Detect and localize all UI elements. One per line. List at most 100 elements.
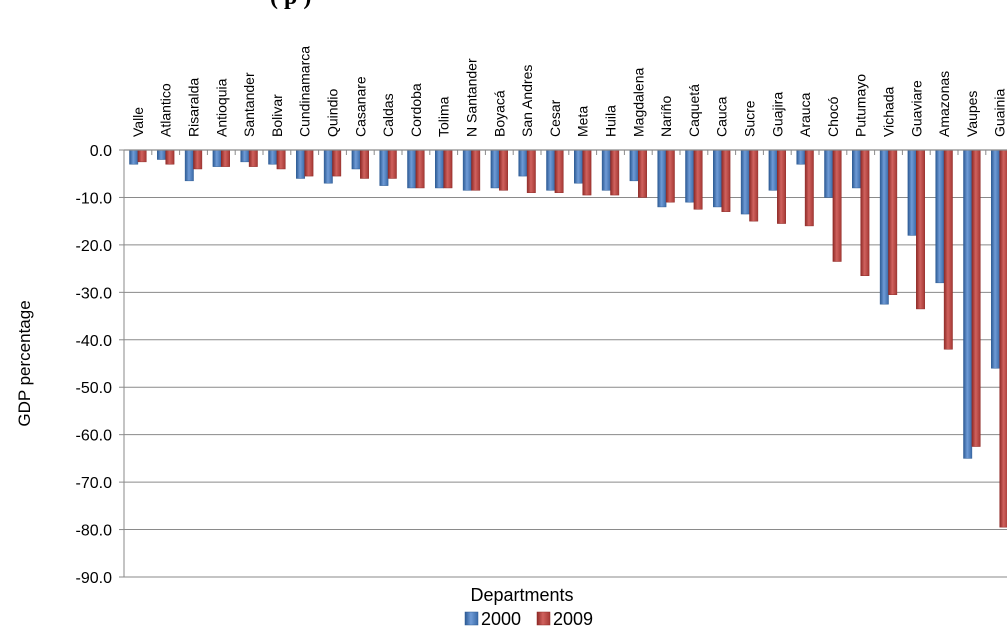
y-tick-label: 0.0 bbox=[90, 143, 112, 160]
bar-2000 bbox=[796, 149, 806, 165]
bar-2009 bbox=[721, 149, 731, 212]
category-label: Risaralda bbox=[186, 78, 202, 137]
bar-2000 bbox=[268, 149, 278, 165]
bar-2009 bbox=[193, 149, 203, 170]
bar-2000 bbox=[435, 149, 444, 189]
bar-2000 bbox=[129, 149, 139, 165]
bar-2009 bbox=[332, 149, 342, 177]
category-label: Guajira bbox=[769, 92, 785, 137]
bar-2009 bbox=[248, 149, 258, 167]
bar-2000 bbox=[157, 149, 166, 160]
category-label: San Andres bbox=[519, 65, 535, 137]
bar-2009 bbox=[804, 149, 814, 227]
bar-2009 bbox=[888, 149, 898, 295]
category-label: Vichada bbox=[881, 86, 897, 137]
category-label: Putumayo bbox=[853, 74, 869, 137]
bar-2000 bbox=[490, 149, 500, 189]
category-label: Boyacá bbox=[491, 90, 507, 137]
category-label: Guainia bbox=[992, 89, 1007, 137]
category-label: Antioquia bbox=[213, 78, 229, 137]
bar-2000 bbox=[907, 149, 917, 236]
bar-2000 bbox=[963, 149, 973, 459]
bar-2009 bbox=[582, 149, 592, 196]
category-label: Huila bbox=[603, 105, 619, 137]
category-label: Tolima bbox=[436, 96, 452, 137]
y-tick-label: -50.0 bbox=[76, 380, 113, 397]
category-label: Magdalena bbox=[630, 68, 646, 137]
y-tick-label: -20.0 bbox=[76, 238, 113, 255]
bar-2000 bbox=[629, 149, 639, 182]
bar-2000 bbox=[991, 149, 1000, 369]
bar-2000 bbox=[657, 149, 667, 208]
y-tick-label: -60.0 bbox=[76, 428, 113, 445]
bar-2009 bbox=[665, 149, 675, 203]
bar-2009 bbox=[137, 149, 147, 163]
category-label: Nariño bbox=[658, 96, 674, 137]
category-label: Casanare bbox=[352, 76, 368, 137]
bar-2000 bbox=[323, 149, 333, 184]
bar-2009 bbox=[971, 149, 981, 447]
category-label: Arauca bbox=[797, 92, 813, 137]
category-label: Caldas bbox=[380, 93, 396, 137]
bar-2009 bbox=[221, 149, 230, 167]
bar-2000 bbox=[407, 149, 417, 189]
category-label: Bolivar bbox=[269, 94, 285, 137]
bar-2009 bbox=[304, 149, 314, 177]
chart-title-fragment: ( p ) bbox=[270, 0, 790, 16]
x-axis-title: Departments bbox=[470, 585, 573, 605]
bar-2000 bbox=[184, 149, 194, 182]
category-label: Vaupes bbox=[964, 91, 980, 137]
category-label: Quindio bbox=[325, 89, 341, 137]
category-label: Valle bbox=[130, 107, 146, 137]
bar-2009 bbox=[943, 149, 953, 350]
bar-2009 bbox=[777, 149, 786, 224]
category-label: Chocó bbox=[825, 96, 841, 137]
legend-swatch-2009 bbox=[536, 611, 551, 626]
bar-2009 bbox=[387, 149, 397, 179]
bar-2009 bbox=[693, 149, 703, 210]
category-label: Cordoba bbox=[408, 83, 424, 137]
bar-2000 bbox=[212, 149, 222, 167]
category-label: Santander bbox=[241, 72, 257, 137]
bar-2009 bbox=[360, 149, 369, 179]
bar-2000 bbox=[935, 149, 945, 284]
bar-2009 bbox=[749, 149, 759, 222]
bar-2000 bbox=[879, 149, 889, 305]
bar-2009 bbox=[499, 149, 508, 191]
bar-2000 bbox=[379, 149, 389, 186]
bar-2000 bbox=[574, 149, 583, 184]
category-label: N Santander bbox=[464, 58, 480, 137]
bar-2009 bbox=[999, 149, 1007, 528]
bar-2009 bbox=[471, 149, 481, 191]
bar-2009 bbox=[276, 149, 286, 170]
category-label: Meta bbox=[575, 106, 591, 137]
y-tick-label: -10.0 bbox=[76, 190, 113, 207]
y-tick-label: -80.0 bbox=[76, 523, 113, 540]
legend-swatch-2000 bbox=[464, 611, 479, 626]
legend-label: 2000 bbox=[481, 609, 521, 629]
legend-label: 2009 bbox=[553, 609, 593, 629]
bar-2000 bbox=[518, 149, 528, 177]
bar-2009 bbox=[638, 149, 647, 198]
category-label: Sucre bbox=[742, 100, 758, 137]
bar-2000 bbox=[351, 149, 361, 170]
bar-2009 bbox=[610, 149, 620, 196]
y-axis-title: GDP percentage bbox=[15, 300, 34, 426]
category-label: Guaviare bbox=[908, 80, 924, 137]
bar-2009 bbox=[443, 149, 453, 189]
category-label: Caquetá bbox=[686, 84, 702, 137]
bar-2000 bbox=[546, 149, 556, 191]
bar-2000 bbox=[685, 149, 695, 203]
bar-2000 bbox=[852, 149, 861, 189]
bar-2000 bbox=[240, 149, 250, 163]
bar-2009 bbox=[554, 149, 564, 193]
bar-2000 bbox=[601, 149, 611, 191]
bar-2000 bbox=[462, 149, 472, 191]
bar-2009 bbox=[860, 149, 870, 276]
bar-2000 bbox=[740, 149, 750, 215]
category-label: Cauca bbox=[714, 96, 730, 137]
category-label: Atlantico bbox=[158, 83, 174, 137]
bar-2000 bbox=[768, 149, 778, 191]
